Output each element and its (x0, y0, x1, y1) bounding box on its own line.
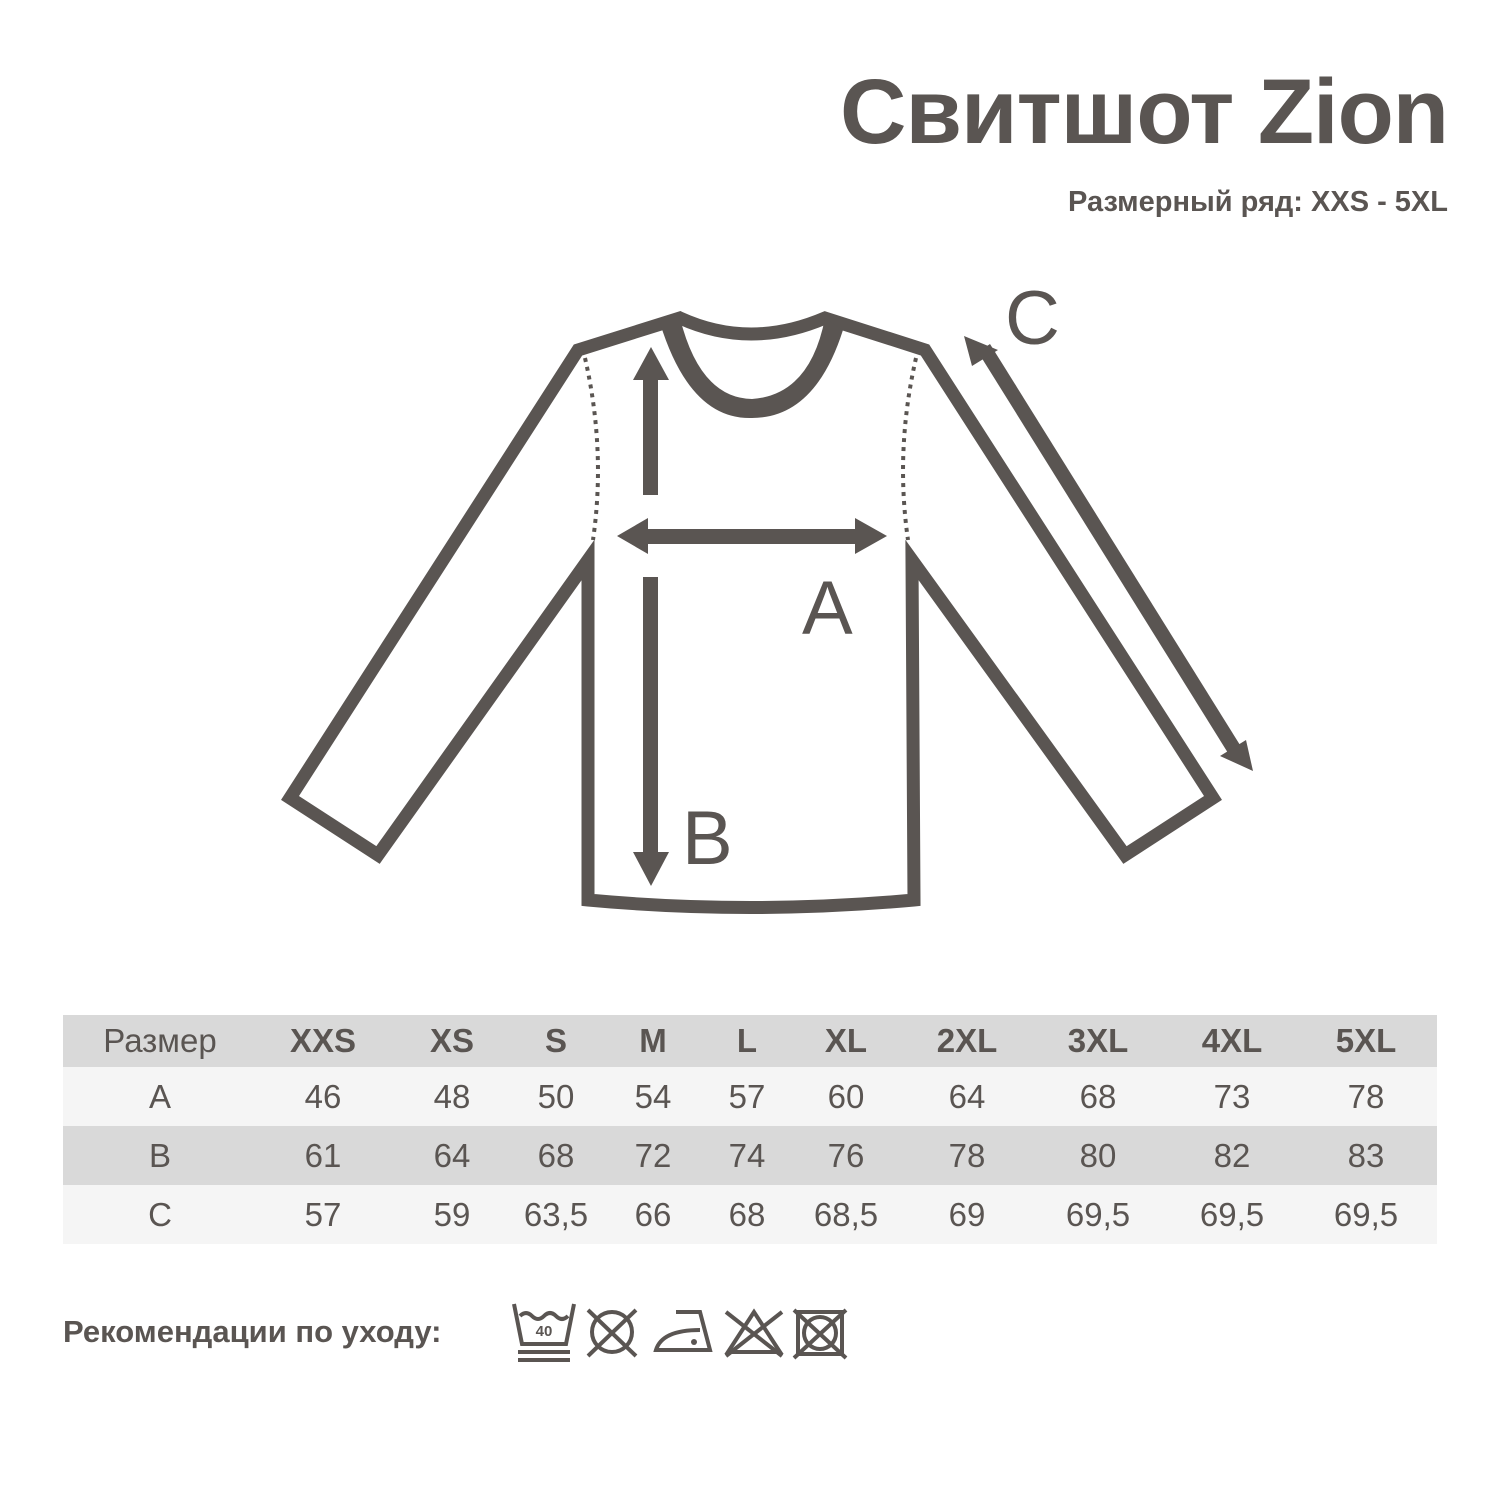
iron-low-icon (653, 1310, 713, 1352)
header-cell: 3XL (1067, 1022, 1129, 1059)
arrow-b-down-head (633, 852, 669, 886)
cell: 68 (537, 1136, 575, 1174)
size-table: Размер XXS XS S M L XL 2XL 3XL 4XL 5XL A… (63, 1015, 1437, 1244)
cell: 48 (433, 1077, 471, 1115)
header-cell: XL (824, 1022, 868, 1059)
row-label: A (148, 1077, 171, 1115)
arrow-a-right-head (855, 518, 887, 554)
cell: 83 (1347, 1136, 1385, 1174)
do-not-tumble-dry-icon (586, 1308, 638, 1358)
label-c: C (1005, 276, 1060, 361)
table-row: B 61 64 68 72 74 76 78 80 82 83 (63, 1126, 1437, 1185)
header-cell: 4XL (1201, 1022, 1263, 1059)
cell: 78 (1347, 1077, 1385, 1115)
wash-40-gentle-icon (512, 1303, 576, 1362)
label-b: B (682, 796, 733, 881)
cell: 82 (1213, 1136, 1251, 1174)
cell: 74 (728, 1136, 766, 1174)
table-row: A 46 48 50 54 57 60 64 68 73 78 (63, 1067, 1437, 1126)
arrow-b-up-head (633, 347, 669, 380)
arrow-c-bottom-head (1220, 740, 1253, 771)
cell: 68 (1079, 1077, 1117, 1115)
cell: 80 (1079, 1136, 1117, 1174)
arrow-b-upper-shaft (643, 375, 658, 495)
table-header-row: Размер XXS XS S M L XL 2XL 3XL 4XL 5XL (63, 1015, 1437, 1067)
cell: 69,5 (1065, 1195, 1131, 1233)
arrow-c-top-head (964, 336, 998, 366)
cell: 69,5 (1199, 1195, 1265, 1233)
table-row: C 57 59 63,5 66 68 68,5 69 69,5 69,5 69,… (63, 1185, 1437, 1244)
cell: 76 (827, 1136, 865, 1174)
header-cell: 2XL (936, 1022, 998, 1059)
row-label: B (148, 1136, 171, 1174)
header-cell: XXS (289, 1022, 357, 1059)
wash-temperature: 40 (536, 1323, 553, 1340)
cell: 64 (433, 1136, 471, 1174)
header-cell: 5XL (1335, 1022, 1397, 1059)
row-label: C (148, 1195, 172, 1233)
arrow-b-lower-shaft (643, 577, 658, 857)
header-cell: S (544, 1022, 567, 1059)
cell: 68,5 (813, 1195, 879, 1233)
care-icons: 40 (512, 1303, 848, 1362)
left-raglan-seam (583, 357, 600, 541)
do-not-bleach-icon (724, 1308, 784, 1358)
sweatshirt-outline (281, 311, 1222, 914)
header-cell: L (736, 1022, 758, 1059)
arrow-a-shaft (645, 529, 865, 544)
cell: 69 (948, 1195, 986, 1233)
header-cell: M (639, 1022, 667, 1059)
arrow-a-left-head (617, 518, 648, 554)
cell: 78 (948, 1136, 986, 1174)
header-cell: Размер (103, 1022, 217, 1059)
sweatshirt-diagram: A B C (281, 276, 1253, 914)
cell: 60 (827, 1077, 865, 1115)
cell: 64 (948, 1077, 986, 1115)
care-label: Рекомендации по уходу: (63, 1314, 442, 1349)
cell: 54 (634, 1077, 672, 1115)
cell: 72 (634, 1136, 672, 1174)
do-not-dry-clean-icon (792, 1308, 848, 1360)
cell: 57 (304, 1195, 342, 1233)
right-raglan-seam (901, 357, 918, 541)
cell: 46 (304, 1077, 342, 1115)
header-cell: XS (429, 1022, 475, 1059)
page-title: Свитшот Zion (840, 61, 1449, 163)
cell: 68 (728, 1195, 766, 1233)
cell: 69,5 (1333, 1195, 1399, 1233)
cell: 63,5 (523, 1195, 589, 1233)
cell: 66 (634, 1195, 672, 1233)
label-a: A (802, 566, 853, 651)
cell: 61 (304, 1136, 342, 1174)
arrow-c-shaft (978, 344, 1240, 753)
collar (660, 318, 843, 419)
cell: 73 (1213, 1077, 1251, 1115)
size-range: Размерный ряд: XXS - 5XL (1068, 186, 1448, 218)
cell: 50 (537, 1077, 575, 1115)
cell: 57 (728, 1077, 766, 1115)
cell: 59 (433, 1195, 471, 1233)
